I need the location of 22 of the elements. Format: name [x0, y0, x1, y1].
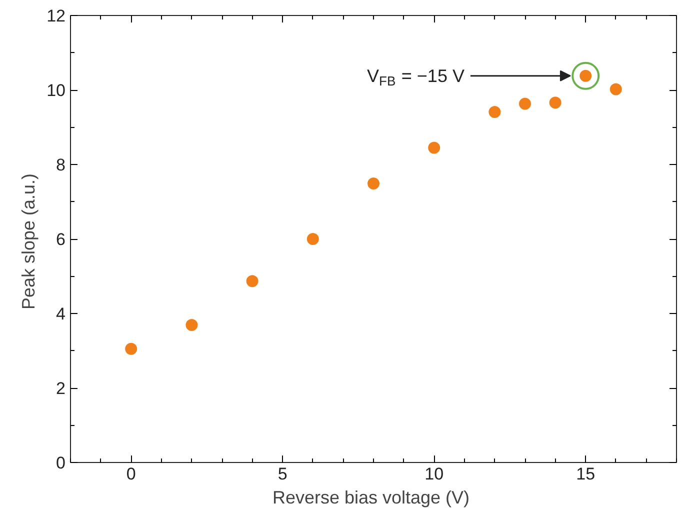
point: [428, 142, 440, 154]
y-axis-title: Peak slope (a.u.): [18, 173, 39, 310]
point: [368, 178, 380, 190]
x-tick-label: 5: [278, 464, 288, 484]
y-tick-label: 8: [56, 156, 66, 174]
point: [488, 106, 501, 118]
x-tick-label: 10: [424, 464, 444, 484]
point: [519, 98, 531, 110]
y-tick-label: 12: [46, 6, 66, 26]
point: [549, 96, 562, 109]
point: [306, 233, 319, 245]
point: [186, 319, 198, 332]
point: [125, 342, 138, 355]
y-tick-label: 6: [56, 230, 66, 249]
x-tick-label: 15: [576, 464, 596, 484]
x-tick-label: 0: [126, 464, 136, 484]
point: [610, 83, 622, 96]
y-tick-label: 4: [56, 304, 66, 324]
point: [246, 275, 258, 288]
x-axis-title: Reverse bias voltage (V): [272, 488, 470, 508]
y-tick-label: 10: [46, 81, 66, 100]
y-tick-label: 2: [56, 379, 66, 398]
